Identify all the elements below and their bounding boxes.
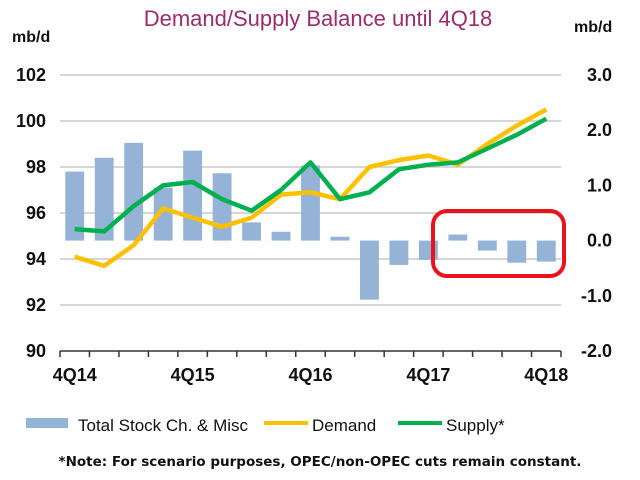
x-tick-label: 4Q16 — [288, 365, 332, 385]
x-tick-label: 4Q17 — [406, 365, 450, 385]
bar-4Q15 — [183, 150, 203, 241]
left-tick-label: 92 — [26, 295, 46, 315]
left-tick-label: 94 — [26, 249, 46, 269]
right-tick-label: 3.0 — [587, 65, 612, 85]
legend-label-supply: Supply* — [446, 416, 505, 435]
x-tick-label: 4Q18 — [524, 365, 568, 385]
right-tick-label: 0.0 — [587, 231, 612, 251]
legend: Total Stock Ch. & Misc Demand Supply* — [26, 416, 505, 435]
x-tick-label: 4Q14 — [53, 365, 97, 385]
right-y-axis: -2.0 -1.0 0.0 1.0 2.0 3.0 — [581, 65, 612, 361]
line-supply — [74, 116, 548, 234]
series-lines — [74, 107, 548, 269]
bar-4Q18 — [536, 240, 556, 262]
bar-1Q16 — [212, 173, 232, 241]
legend-label-demand: Demand — [312, 416, 376, 435]
bar-1Q17 — [330, 236, 350, 241]
bar-4Q16 — [301, 165, 320, 241]
right-tick-label: -2.0 — [581, 341, 612, 361]
right-tick-label: 2.0 — [587, 120, 612, 140]
legend-swatch-stock — [26, 418, 68, 428]
bar-3Q17 — [389, 240, 409, 265]
left-tick-label: 100 — [16, 111, 46, 131]
bar-2Q15 — [124, 142, 144, 241]
left-axis-unit: mb/d — [12, 29, 50, 46]
x-axis: 4Q14 4Q15 4Q16 4Q17 4Q18 — [53, 350, 568, 385]
bar-3Q15 — [153, 187, 173, 241]
right-axis-unit: mb/d — [574, 19, 612, 36]
left-tick-label: 96 — [26, 203, 46, 223]
bar-2Q18 — [477, 240, 497, 251]
bar-1Q15 — [94, 157, 114, 241]
bar-2Q16 — [242, 222, 261, 241]
left-y-axis: 90 92 94 96 98 100 102 — [16, 65, 46, 361]
highlight-box — [431, 209, 566, 278]
bar-3Q16 — [271, 231, 291, 241]
bar-4Q14 — [65, 171, 85, 241]
legend-label-stock: Total Stock Ch. & Misc — [78, 416, 249, 435]
bar-3Q18 — [507, 240, 527, 263]
x-tick-label: 4Q15 — [171, 365, 215, 385]
chart-title: Demand/Supply Balance until 4Q18 — [144, 6, 493, 31]
bar-1Q18 — [448, 234, 468, 241]
left-tick-label: 90 — [26, 341, 46, 361]
right-tick-label: -1.0 — [581, 286, 612, 306]
right-tick-label: 1.0 — [587, 175, 612, 195]
bar-2Q17 — [360, 240, 379, 300]
footnote: *Note: For scenario purposes, OPEC/non-O… — [59, 454, 582, 470]
left-tick-label: 98 — [26, 157, 46, 177]
left-tick-label: 102 — [16, 65, 46, 85]
